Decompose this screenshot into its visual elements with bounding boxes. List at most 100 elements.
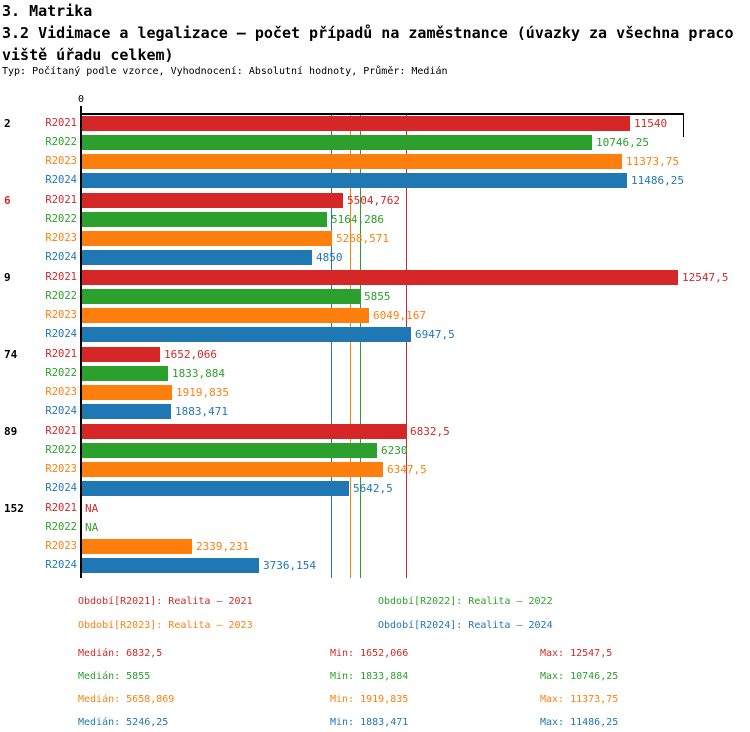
bar-value-label: 6049,167: [373, 309, 426, 322]
bar-r2022: [81, 443, 377, 458]
row-label-r2021: R2021: [45, 425, 77, 437]
group-label-2: 2: [4, 117, 11, 130]
group-label-152: 152: [4, 502, 24, 515]
median-stat-r2023: Medián: 5658,869: [78, 694, 175, 705]
row-label-r2021: R2021: [45, 117, 77, 129]
bar-r2022: [81, 289, 360, 304]
bar-value-label: NA: [85, 502, 99, 515]
row-label-r2022: R2022: [45, 367, 77, 379]
row-label-r2023: R2023: [45, 463, 77, 475]
bar-value-label: 10746,25: [596, 136, 649, 149]
bar-r2023: [81, 385, 172, 400]
bar-r2023: [81, 539, 192, 554]
row-label-r2023: R2023: [45, 540, 77, 552]
min-stat-r2021: Min: 1652,066: [330, 648, 409, 659]
bar-r2024: [81, 250, 312, 265]
row-label-r2022: R2022: [45, 444, 77, 456]
bar-value-label: NA: [85, 521, 99, 534]
legend-item-r2022: Období[R2022]: Realita – 2022: [378, 596, 553, 607]
median-line-r2021: [406, 114, 407, 578]
median-stat-r2021: Medián: 6832,5: [78, 648, 163, 659]
group-label-89: 89: [4, 425, 18, 438]
bar-value-label: 6347,5: [387, 463, 427, 476]
bar-value-label: 1833,884: [172, 367, 225, 380]
legend-item-r2021: Období[R2021]: Realita – 2021: [78, 596, 253, 607]
x-axis-end-tick: [683, 115, 684, 137]
bar-r2021: [81, 116, 630, 131]
group-label-74: 74: [4, 348, 18, 361]
bar-value-label: 11540: [634, 117, 668, 130]
row-label-r2023: R2023: [45, 386, 77, 398]
group-label-6: 6: [4, 194, 11, 207]
bar-r2024: [81, 404, 171, 419]
median-line-r2024: [331, 114, 332, 578]
bar-r2022: [81, 135, 592, 150]
section-title: 3. Matrika: [2, 2, 93, 20]
x-axis-zero-label: 0: [77, 94, 85, 105]
group-label-9: 9: [4, 271, 11, 284]
bar-r2023: [81, 231, 332, 246]
min-stat-r2023: Min: 1919,835: [330, 694, 409, 705]
row-label-r2021: R2021: [45, 194, 77, 206]
row-label-r2023: R2023: [45, 309, 77, 321]
row-label-r2021: R2021: [45, 348, 77, 360]
row-label-r2024: R2024: [45, 482, 77, 494]
bar-value-label: 3736,154: [263, 559, 316, 572]
row-label-r2022: R2022: [45, 136, 77, 148]
bar-r2023: [81, 462, 383, 477]
bar-value-label: 5504,762: [347, 194, 400, 207]
bar-r2024: [81, 327, 411, 342]
chart-title-line1: 3.2 Vidimace a legalizace – počet případ…: [2, 24, 734, 42]
bar-value-label: 1919,835: [176, 386, 229, 399]
row-label-r2024: R2024: [45, 328, 77, 340]
bar-r2021: [81, 424, 406, 439]
bar-value-label: 5164,286: [331, 213, 384, 226]
max-stat-r2022: Max: 10746,25: [540, 671, 619, 682]
max-stat-r2023: Max: 11373,75: [540, 694, 619, 705]
chart-subtitle: Typ: Počítaný podle vzorce, Vyhodnocení:…: [2, 66, 448, 77]
bar-value-label: 1652,066: [164, 348, 217, 361]
bar-r2022: [81, 212, 327, 227]
median-stat-r2024: Medián: 5246,25: [78, 717, 169, 728]
max-stat-r2024: Max: 11486,25: [540, 717, 619, 728]
row-label-r2024: R2024: [45, 174, 77, 186]
x-axis-line: [81, 113, 684, 115]
bar-r2024: [81, 558, 259, 573]
median-stat-r2022: Medián: 5855: [78, 671, 151, 682]
y-axis-line: [80, 106, 82, 578]
bar-r2023: [81, 154, 622, 169]
bar-value-label: 1883,471: [175, 405, 228, 418]
bar-r2021: [81, 193, 343, 208]
row-label-r2022: R2022: [45, 213, 77, 225]
bar-r2021: [81, 347, 160, 362]
bar-value-label: 6947,5: [415, 328, 455, 341]
row-label-r2024: R2024: [45, 405, 77, 417]
legend-item-r2024: Období[R2024]: Realita – 2024: [378, 620, 553, 631]
bar-r2024: [81, 173, 627, 188]
row-label-r2024: R2024: [45, 559, 77, 571]
bar-r2022: [81, 366, 168, 381]
median-line-r2023: [350, 114, 351, 578]
bar-value-label: 5855: [364, 290, 391, 303]
bar-r2021: [81, 270, 678, 285]
row-label-r2023: R2023: [45, 155, 77, 167]
bar-value-label: 12547,5: [682, 271, 729, 284]
min-stat-r2022: Min: 1833,884: [330, 671, 409, 682]
bar-r2024: [81, 481, 349, 496]
bar-value-label: 11486,25: [631, 174, 684, 187]
legend-item-r2023: Období[R2023]: Realita – 2023: [78, 620, 253, 631]
row-label-r2022: R2022: [45, 521, 77, 533]
row-label-r2023: R2023: [45, 232, 77, 244]
median-line-r2022: [360, 114, 361, 578]
bar-value-label: 5642,5: [353, 482, 393, 495]
row-label-r2024: R2024: [45, 251, 77, 263]
max-stat-r2021: Max: 12547,5: [540, 648, 613, 659]
bar-value-label: 6832,5: [410, 425, 450, 438]
bar-r2023: [81, 308, 369, 323]
row-label-r2022: R2022: [45, 290, 77, 302]
bar-value-label: 5268,571: [336, 232, 389, 245]
row-label-r2021: R2021: [45, 502, 77, 514]
chart-title-line2: viště úřadu celkem): [2, 46, 174, 64]
row-label-r2021: R2021: [45, 271, 77, 283]
